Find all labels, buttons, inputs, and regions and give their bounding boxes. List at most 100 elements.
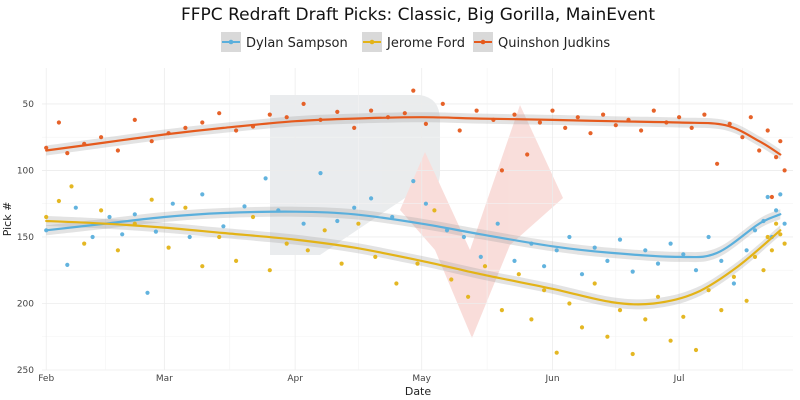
data-point [301,101,306,106]
data-point [554,350,559,355]
data-point [115,248,120,253]
data-point [44,145,49,150]
chart-title: FFPC Redraft Draft Picks: Classic, Big G… [181,5,655,25]
data-point [668,338,673,343]
x-tick-label: Jul [673,374,685,384]
x-tick-label: Apr [287,374,303,384]
data-point [554,248,559,253]
trend-line [45,116,782,156]
trend-lines [45,116,782,306]
data-point [782,168,787,173]
x-tick-label: Mar [156,374,173,384]
data-point [757,148,762,153]
data-point [601,112,606,117]
y-axis-title: Pick # [1,202,14,237]
data-point [65,151,70,156]
data-point [681,314,686,319]
data-point [563,125,568,130]
data-point [774,208,779,213]
data-point [512,112,517,117]
data-point [516,272,521,277]
legend-key-point [228,39,234,45]
data-point [149,197,154,202]
data-point [575,115,580,120]
data-point [744,298,749,303]
trend-line [45,210,782,259]
plot-grid [42,68,793,371]
data-point [242,204,247,209]
data-point [187,234,192,240]
data-point [449,277,454,282]
data-point [65,262,70,267]
data-point [335,109,340,114]
data-point [499,168,504,173]
data-point [495,221,500,226]
data-point [170,201,175,206]
data-point [706,234,711,240]
data-point [482,264,488,269]
data-point [630,269,635,274]
legend-key-point [480,39,486,45]
data-point [263,176,268,181]
data-point [579,325,585,330]
data-point [761,268,766,273]
data-point [567,234,572,240]
y-tick-label: 250 [17,366,34,376]
data-point [267,268,272,273]
data-point [115,148,120,153]
data-point [250,214,256,220]
data-point [706,288,711,293]
trend-band [46,216,781,310]
data-point [630,351,635,357]
data-point [693,268,699,273]
data-point [466,294,471,299]
data-point [655,294,661,299]
data-point [352,125,357,130]
data-point [537,120,543,125]
data-point [461,234,466,240]
data-point [457,128,462,133]
data-point [617,308,623,313]
data-point [731,274,737,279]
y-tick-label: 50 [23,100,35,110]
y-tick-label: 200 [17,299,34,309]
data-point [605,334,610,339]
data-point [411,179,416,184]
data-point [639,128,644,133]
data-point [44,214,49,220]
trend-band [46,206,781,263]
data-point [73,205,78,210]
data-point [778,139,783,144]
data-point [432,208,437,213]
legend-key-point [369,39,375,45]
data-point [474,108,479,113]
data-point [529,317,534,322]
data-point [394,281,399,286]
x-tick-label: May [412,374,431,384]
data-point [166,245,171,250]
data-point [99,135,104,140]
data-point [478,254,483,259]
legend-label: Dylan Sampson [246,36,348,51]
data-point [592,281,597,286]
data-point [352,205,357,210]
data-point [748,115,753,120]
data-point [217,234,222,240]
data-point [769,248,775,253]
data-point [512,258,517,263]
data-point [752,228,758,233]
scatter-points [44,88,787,357]
data-point [132,117,137,122]
y-axis-ticks: 50 100 150 200 250 [17,100,34,376]
data-point [69,184,74,189]
data-point [744,248,749,253]
data-point [588,131,593,136]
data-point [550,108,555,113]
data-point [542,288,547,293]
data-point [693,347,699,353]
data-point [305,248,310,253]
data-point [318,171,323,176]
data-point [200,264,205,269]
data-point [731,281,737,286]
